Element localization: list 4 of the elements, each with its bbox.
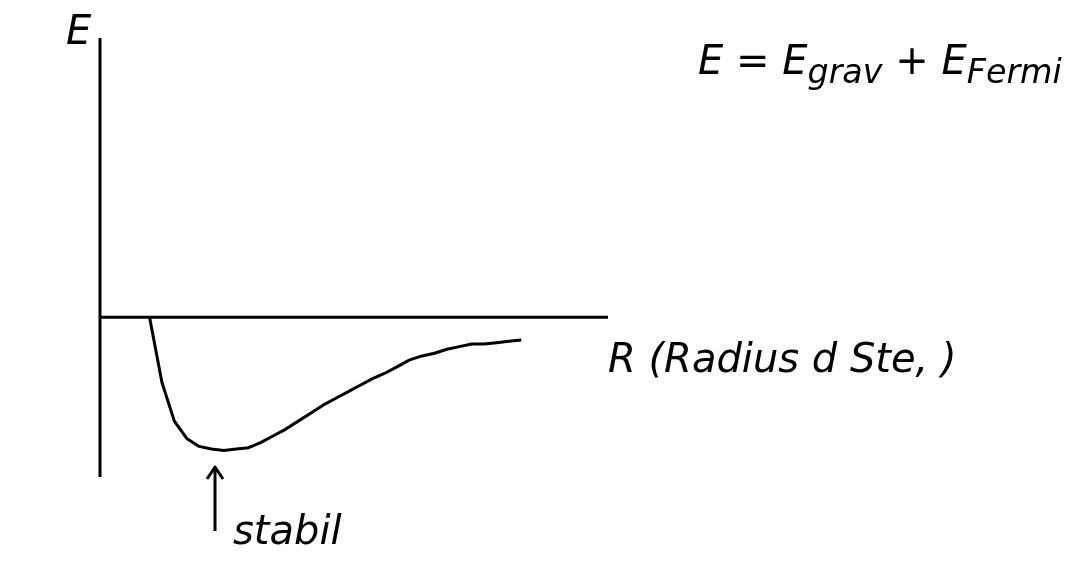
text: stabil bbox=[233, 507, 342, 553]
text: E bbox=[66, 7, 92, 53]
x-axis-title: R (Radius d Ste, ) bbox=[608, 335, 958, 381]
text: E = E$_{grav}$ + E$_{Fermi}$ bbox=[698, 37, 1062, 91]
